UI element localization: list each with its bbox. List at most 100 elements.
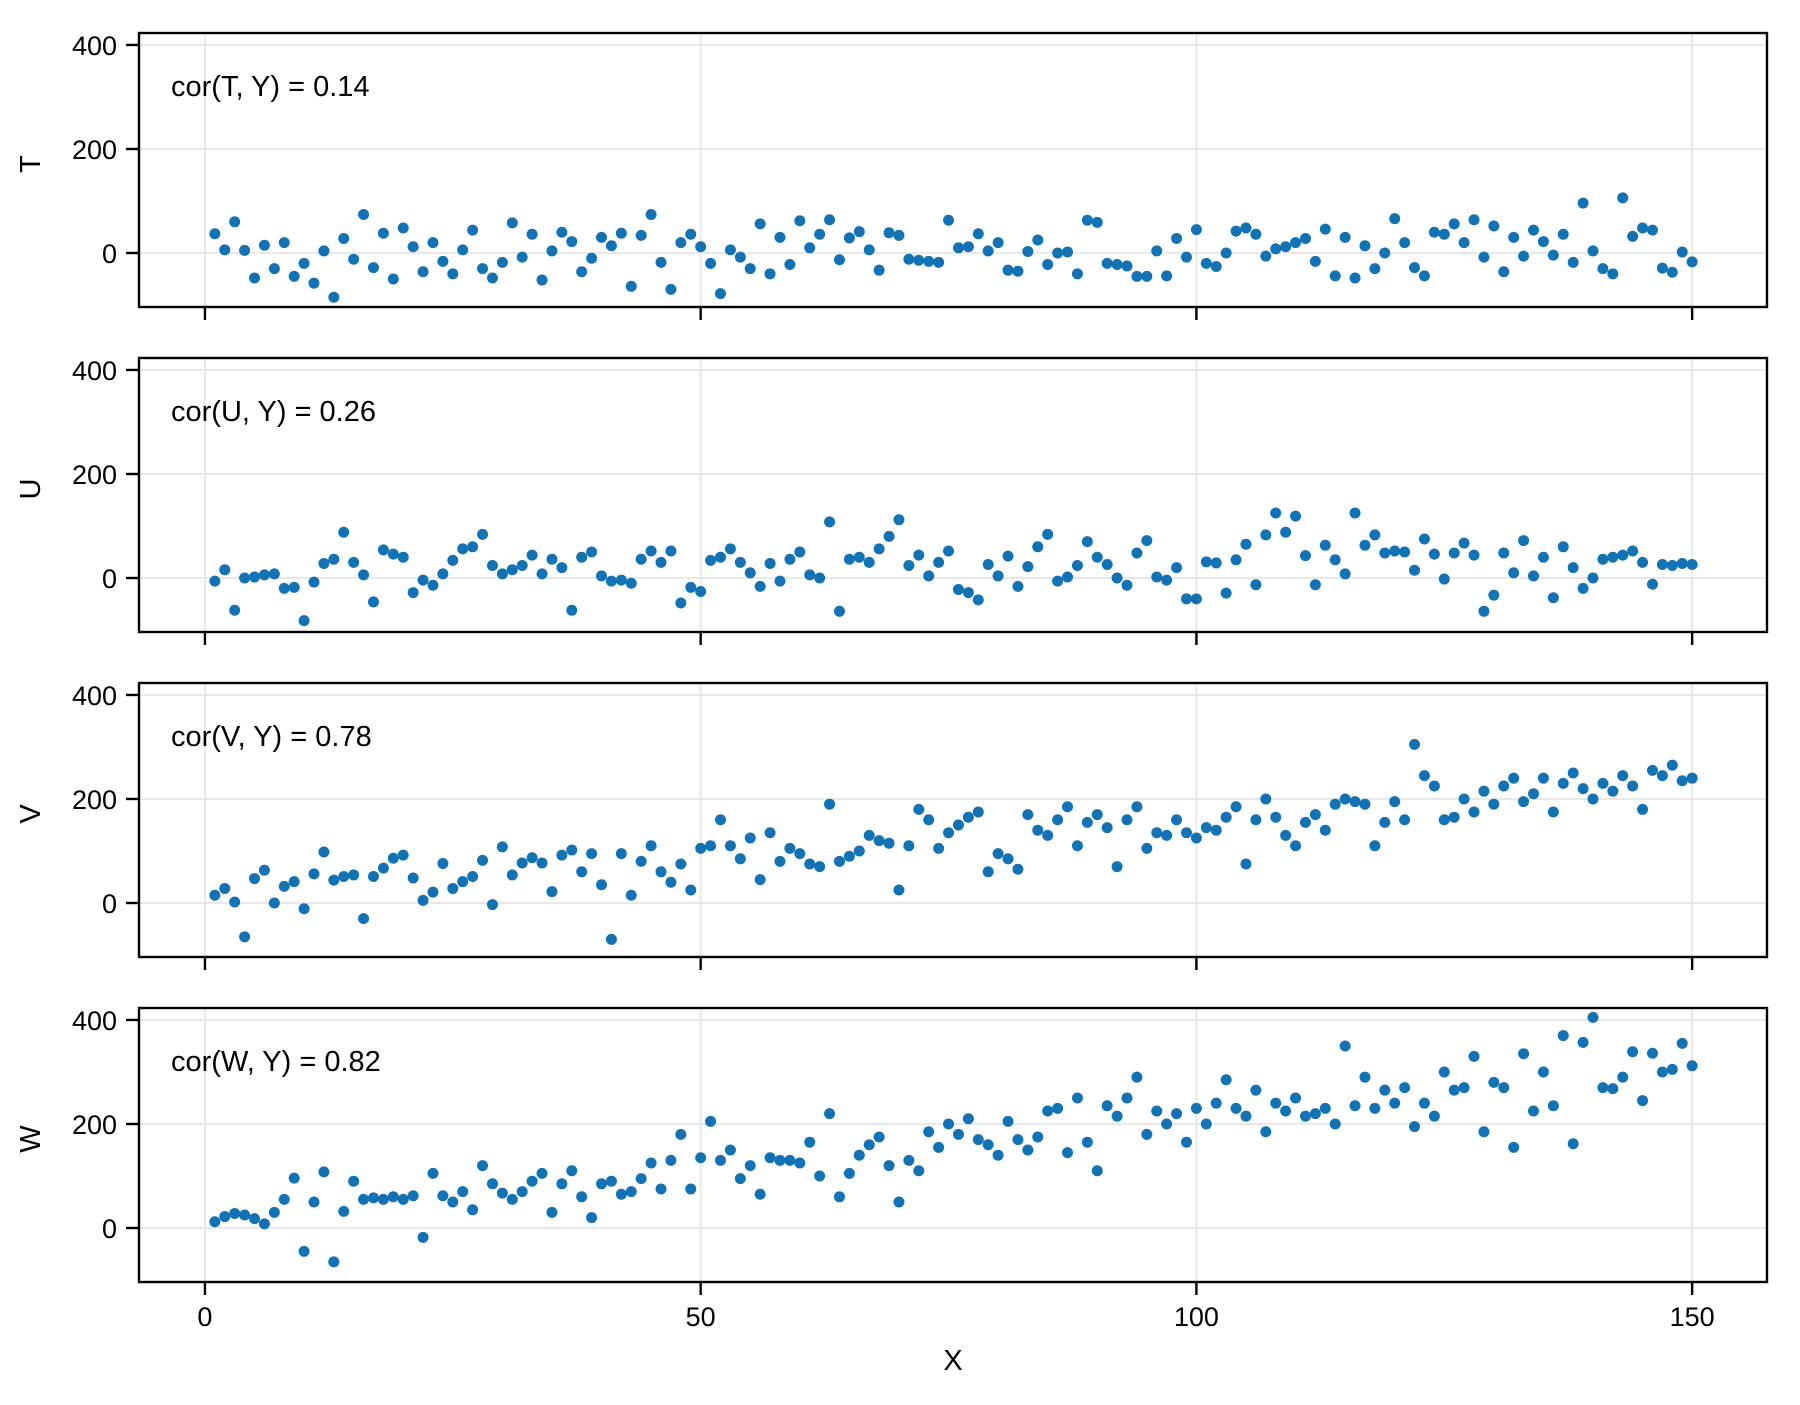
- data-point: [824, 798, 836, 810]
- data-point: [843, 850, 855, 862]
- data-point: [933, 256, 945, 268]
- data-point: [209, 889, 221, 901]
- data-point: [387, 273, 399, 285]
- data-point: [298, 257, 310, 269]
- data-point: [1518, 535, 1530, 547]
- data-point: [229, 216, 241, 228]
- data-point: [506, 564, 518, 576]
- data-point: [1389, 213, 1401, 225]
- data-point: [1597, 777, 1609, 789]
- data-point: [724, 840, 736, 852]
- data-point: [1637, 556, 1649, 568]
- data-point: [1478, 251, 1490, 263]
- data-point: [873, 264, 885, 276]
- data-point: [1666, 1063, 1678, 1075]
- data-point: [229, 896, 241, 908]
- data-point: [1656, 558, 1668, 570]
- data-point: [1190, 224, 1202, 236]
- data-point: [1002, 550, 1014, 562]
- data-point: [863, 829, 875, 841]
- data-point: [794, 546, 806, 558]
- data-point: [1567, 1138, 1579, 1150]
- y-tick-label: 200: [72, 785, 117, 815]
- data-point: [1180, 593, 1192, 605]
- data-point: [566, 844, 578, 856]
- data-point: [1280, 526, 1292, 538]
- data-point: [1161, 270, 1173, 282]
- data-point: [1042, 258, 1054, 270]
- data-point: [625, 889, 637, 901]
- data-point: [1339, 793, 1351, 805]
- data-point: [387, 548, 399, 560]
- data-point: [1280, 1105, 1292, 1117]
- data-point: [1042, 829, 1054, 841]
- data-point: [873, 1131, 885, 1143]
- data-point: [367, 1192, 379, 1204]
- data-point: [1597, 263, 1609, 275]
- data-point: [665, 545, 677, 557]
- scatter-points-W: [209, 1011, 1698, 1268]
- data-point: [1042, 1105, 1054, 1117]
- data-point: [1101, 1100, 1113, 1112]
- data-point: [1141, 535, 1153, 547]
- data-point: [1597, 1082, 1609, 1094]
- data-point: [1656, 262, 1668, 274]
- data-point: [903, 253, 915, 265]
- data-point: [824, 214, 836, 226]
- data-point: [298, 903, 310, 915]
- data-point: [1339, 231, 1351, 243]
- data-point: [1438, 1066, 1450, 1078]
- data-point: [467, 541, 479, 553]
- data-point: [338, 526, 350, 538]
- data-point: [1587, 793, 1599, 805]
- data-point: [1537, 551, 1549, 563]
- data-point: [1339, 1040, 1351, 1052]
- data-point: [804, 858, 816, 870]
- data-point: [1617, 1071, 1629, 1083]
- data-point: [1091, 809, 1103, 821]
- data-point: [298, 1245, 310, 1257]
- data-point: [1260, 1126, 1272, 1138]
- data-point: [893, 1196, 905, 1208]
- data-point: [1151, 827, 1163, 839]
- data-point: [239, 244, 251, 256]
- data-point: [1091, 1165, 1103, 1177]
- data-point: [992, 848, 1004, 860]
- data-point: [665, 283, 677, 295]
- data-point: [496, 568, 508, 580]
- data-point: [685, 581, 697, 593]
- data-point: [417, 894, 429, 906]
- data-point: [477, 263, 489, 275]
- data-point: [1448, 811, 1460, 823]
- data-point: [1240, 538, 1252, 550]
- data-point: [635, 229, 647, 241]
- data-point: [377, 862, 389, 874]
- data-point: [605, 933, 617, 945]
- data-point: [486, 272, 498, 284]
- data-point: [1190, 1102, 1202, 1114]
- data-point: [923, 255, 935, 267]
- data-point: [913, 803, 925, 815]
- data-point: [1270, 507, 1282, 519]
- data-point: [1409, 564, 1421, 576]
- data-point: [1537, 772, 1549, 784]
- data-point: [477, 1160, 489, 1172]
- data-point: [1111, 861, 1123, 873]
- data-point: [447, 554, 459, 566]
- data-point: [1637, 1095, 1649, 1107]
- data-point: [1210, 824, 1222, 836]
- data-point: [625, 577, 637, 589]
- data-point: [596, 879, 608, 891]
- data-point: [1329, 1118, 1341, 1130]
- data-point: [1567, 256, 1579, 268]
- data-point: [556, 562, 568, 574]
- data-point: [933, 556, 945, 568]
- data-point: [695, 586, 707, 598]
- panel-annotation: cor(U, Y) = 0.26: [171, 396, 376, 428]
- data-point: [1676, 557, 1688, 569]
- data-point: [1319, 539, 1331, 551]
- data-point: [1418, 1097, 1430, 1109]
- data-point: [883, 530, 895, 542]
- data-point: [457, 1186, 469, 1198]
- data-point: [1488, 798, 1500, 810]
